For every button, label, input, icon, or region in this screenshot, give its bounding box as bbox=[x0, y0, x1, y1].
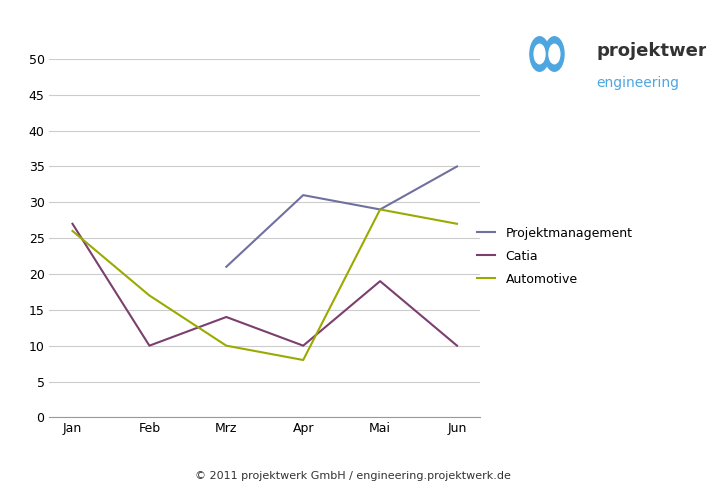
Circle shape bbox=[549, 44, 560, 64]
Text: © 2011 projektwerk GmbH / engineering.projektwerk.de: © 2011 projektwerk GmbH / engineering.pr… bbox=[195, 471, 511, 481]
Circle shape bbox=[530, 37, 549, 71]
Text: engineering: engineering bbox=[597, 76, 680, 90]
Circle shape bbox=[534, 44, 545, 64]
Legend: Projektmanagement, Catia, Automotive: Projektmanagement, Catia, Automotive bbox=[472, 221, 638, 291]
Circle shape bbox=[545, 37, 564, 71]
Text: projektwerk: projektwerk bbox=[597, 42, 706, 60]
